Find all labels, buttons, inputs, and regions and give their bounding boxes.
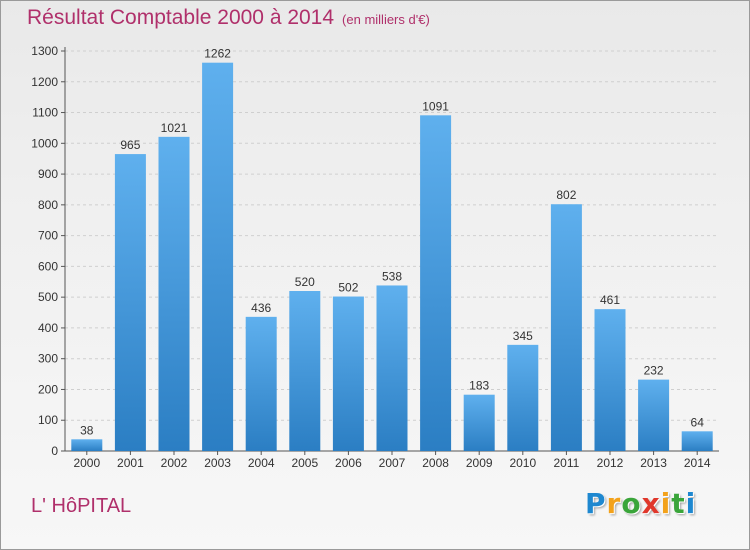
y-tick-label: 500 [38,290,58,304]
chart-subtitle: (en milliers d'€) [342,12,430,27]
chart-title: Résultat Comptable 2000 à 2014 (en millie… [27,6,430,30]
x-tick-label: 2001 [117,456,144,470]
bar-value-label: 345 [513,329,533,343]
bar [202,62,234,451]
y-tick-label: 1000 [31,136,58,150]
bar-value-label: 461 [600,293,620,307]
bar-value-label: 232 [644,364,664,378]
bar [114,154,146,452]
x-tick-label: 2002 [161,456,188,470]
x-tick-label: 2003 [204,456,231,470]
y-tick-label: 100 [38,413,58,427]
bar [420,115,452,452]
bar-value-label: 1091 [422,99,449,113]
x-tick-label: 2013 [640,456,667,470]
chart-title-text: Résultat Comptable 2000 à 2014 [27,6,335,29]
bar [550,204,582,451]
bar-value-label: 183 [469,379,489,393]
y-tick-label: 800 [38,198,58,212]
logo-letter: o [621,487,642,520]
bar [681,431,713,451]
y-tick-label: 700 [38,229,58,243]
bar [638,379,670,451]
bar [158,136,190,451]
x-tick-label: 2010 [509,456,536,470]
bar [71,439,103,451]
bar [289,291,321,451]
x-tick-label: 2005 [291,456,318,470]
bar-value-label: 520 [295,275,315,289]
logo-letter: r [606,487,622,520]
y-tick-label: 900 [38,167,58,181]
bar-value-label: 538 [382,269,402,283]
logo-letter: i [660,487,672,520]
bar-value-label: 502 [338,281,358,295]
bar [245,316,277,451]
logo-letter: P [585,487,607,520]
bar-value-label: 436 [251,301,271,315]
x-tick-label: 2004 [248,456,275,470]
logo-letter: i [685,487,697,520]
proxiti-logo: Proxiti [585,487,696,520]
logo-letter: x [641,487,661,520]
bar-value-label: 965 [120,138,140,152]
bar-value-label: 38 [80,423,94,437]
y-tick-label: 1100 [32,106,58,120]
commune-name: L' HôPITAL [31,495,132,517]
y-tick-label: 300 [38,352,58,366]
x-tick-label: 2009 [466,456,493,470]
bar [332,296,364,451]
y-tick-label: 0 [51,444,58,458]
bar [376,285,408,451]
bar-value-label: 802 [556,188,576,202]
x-tick-label: 2008 [422,456,449,470]
y-tick-label: 1300 [31,44,58,58]
x-tick-label: 2006 [335,456,362,470]
bar-value-label: 1021 [161,121,188,135]
x-tick-label: 2007 [379,456,406,470]
y-tick-label: 200 [38,382,58,396]
logo-letter: t [671,487,686,520]
bar-value-label: 64 [691,415,705,429]
x-tick-label: 2012 [597,456,624,470]
bar [594,309,626,451]
bar-value-label: 1262 [204,47,231,61]
x-tick-label: 2000 [73,456,100,470]
y-tick-label: 600 [38,259,58,273]
x-tick-label: 2014 [684,456,711,470]
y-tick-label: 400 [38,321,58,335]
bar [507,344,539,451]
y-tick-label: 1200 [31,75,58,89]
x-tick-label: 2011 [553,456,579,470]
bar [463,394,495,451]
